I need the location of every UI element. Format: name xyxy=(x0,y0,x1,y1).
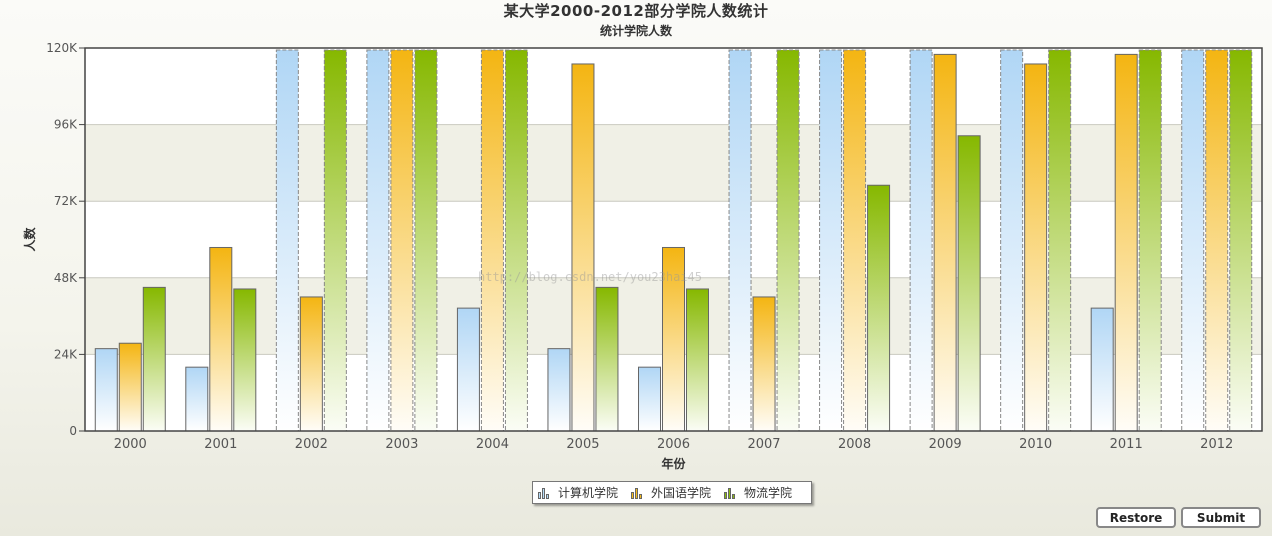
bar-2012-物流学院 xyxy=(1229,49,1253,432)
restore-button[interactable]: Restore xyxy=(1096,507,1176,528)
x-tick-label: 2000 xyxy=(114,437,147,452)
x-tick-label: 2008 xyxy=(838,437,871,452)
bar-chart: 年份 人数 0 24K 48K 72K 96K 120K 2000 2001 2002 2003 20… xyxy=(22,41,1263,471)
x-tick-label: 2010 xyxy=(1019,437,1052,452)
chart-legend: 计算机学院 外国语学院 物流学院 xyxy=(532,481,812,504)
bar-2007-计算机学院 xyxy=(728,49,752,432)
x-tick-label: 2003 xyxy=(385,437,418,452)
bar-2000-计算机学院 xyxy=(94,348,118,432)
plot-frame xyxy=(84,47,1263,432)
bar-2001-计算机学院 xyxy=(185,366,209,432)
y-tick-label: 0 xyxy=(69,424,77,438)
legend-label: 计算机学院 xyxy=(558,486,619,500)
bar-chart-icon xyxy=(724,487,738,499)
legend-item-computer[interactable]: 计算机学院 xyxy=(538,484,618,501)
x-tick-label: 2011 xyxy=(1110,437,1143,452)
bar-2003-计算机学院 xyxy=(366,49,390,432)
bar-2012-计算机学院 xyxy=(1181,49,1205,432)
bar-2011-计算机学院 xyxy=(1090,307,1114,432)
bar-2005-计算机学院 xyxy=(547,348,571,432)
bar-2004-外国语学院 xyxy=(480,49,504,432)
bar-2005-外国语学院 xyxy=(571,63,595,432)
bar-2008-物流学院 xyxy=(867,184,891,432)
bar-2004-物流学院 xyxy=(504,49,528,432)
bar-2009-物流学院 xyxy=(957,135,981,432)
bar-2009-外国语学院 xyxy=(933,53,957,432)
legend-item-logistics[interactable]: 物流学院 xyxy=(724,484,792,501)
bar-2010-计算机学院 xyxy=(1000,49,1024,432)
y-tick-label: 48K xyxy=(54,271,78,285)
bar-2012-外国语学院 xyxy=(1205,49,1229,432)
bar-2002-计算机学院 xyxy=(275,49,299,432)
bar-2010-物流学院 xyxy=(1048,49,1072,432)
bar-2002-物流学院 xyxy=(323,49,347,432)
bar-2006-物流学院 xyxy=(686,288,709,432)
bar-2009-计算机学院 xyxy=(909,49,933,432)
y-tick-label: 72K xyxy=(54,194,78,208)
legend-item-foreign-language[interactable]: 外国语学院 xyxy=(631,484,711,501)
y-tick-label: 120K xyxy=(46,41,78,55)
bar-2001-外国语学院 xyxy=(209,246,233,432)
watermark-text: http://blog.csdn.net/you23hai45 xyxy=(478,270,702,284)
bar-2007-外国语学院 xyxy=(752,296,776,432)
y-tick-label: 96K xyxy=(54,118,78,132)
bar-2007-物流学院 xyxy=(776,49,800,432)
y-tick-label: 24K xyxy=(54,347,78,361)
submit-button[interactable]: Submit xyxy=(1181,507,1261,528)
bar-2004-计算机学院 xyxy=(456,307,480,432)
bar-2003-物流学院 xyxy=(414,49,438,432)
x-tick-label: 2002 xyxy=(295,437,328,452)
x-tick-label: 2006 xyxy=(657,437,690,452)
bar-chart-icon xyxy=(538,487,552,499)
bar-2003-外国语学院 xyxy=(390,49,414,432)
legend-label: 外国语学院 xyxy=(651,486,712,500)
x-tick-label: 2012 xyxy=(1200,437,1233,452)
x-tick-label: 2007 xyxy=(747,437,780,452)
bar-2011-外国语学院 xyxy=(1114,53,1138,432)
bar-2002-外国语学院 xyxy=(299,296,323,432)
legend-label: 物流学院 xyxy=(744,486,793,500)
bar-2001-物流学院 xyxy=(233,288,257,432)
bar-2000-物流学院 xyxy=(142,286,166,432)
y-axis-label: 人数 xyxy=(22,227,37,252)
x-tick-label: 2005 xyxy=(566,437,599,452)
bar-2008-外国语学院 xyxy=(843,49,867,432)
bar-2011-物流学院 xyxy=(1138,49,1162,432)
x-tick-label: 2001 xyxy=(204,437,237,452)
bar-2008-计算机学院 xyxy=(819,49,843,432)
chart-subtitle: 统计学院人数 xyxy=(599,24,672,38)
bar-chart-icon xyxy=(631,487,645,499)
bar-2006-计算机学院 xyxy=(638,366,661,432)
grid-band xyxy=(85,124,1262,202)
chart-title: 某大学2000-2012部分学院人数统计 xyxy=(503,2,769,20)
x-tick-label: 2009 xyxy=(929,437,962,452)
x-tick-label: 2004 xyxy=(476,437,509,452)
x-axis-label: 年份 xyxy=(661,456,686,471)
bar-2005-物流学院 xyxy=(595,286,619,432)
bar-2000-外国语学院 xyxy=(118,342,142,432)
bar-2010-外国语学院 xyxy=(1024,63,1048,432)
